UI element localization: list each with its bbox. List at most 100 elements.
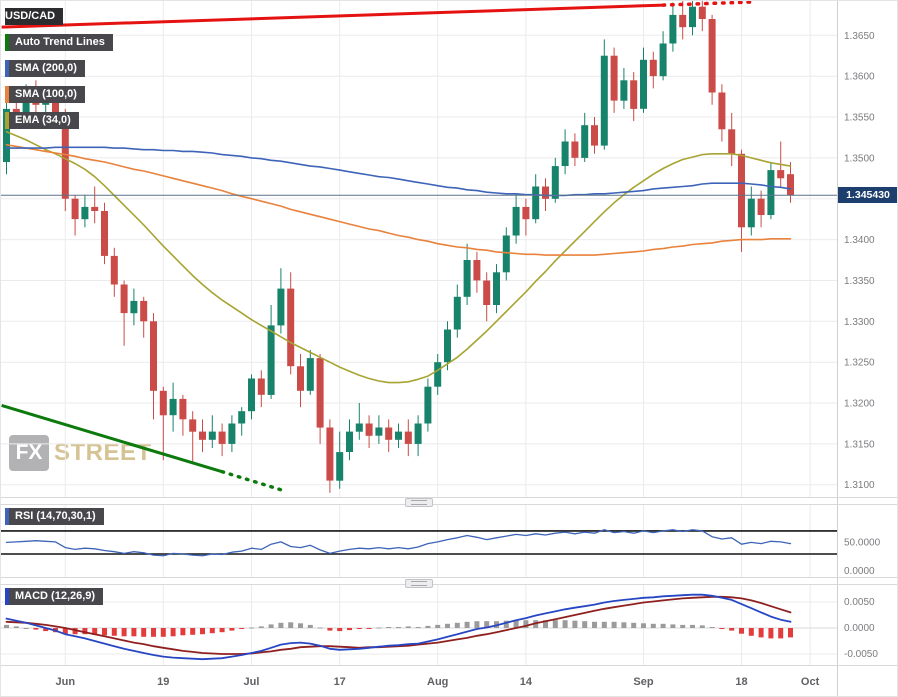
- sma200-line: [5, 146, 792, 197]
- rsi-indicator-label[interactable]: RSI (14,70,30,1): [5, 508, 104, 525]
- macd-histogram-bar: [552, 620, 558, 628]
- macd-histogram-bar: [690, 624, 695, 628]
- macd-histogram-bar: [680, 624, 686, 628]
- macd-histogram-bar: [415, 627, 421, 628]
- candle: [708, 19, 716, 93]
- candle: [522, 206, 530, 220]
- candle: [326, 427, 334, 481]
- candle: [747, 198, 755, 228]
- candle: [228, 423, 236, 444]
- indicator-legend: USD/CAD Auto Trend Lines SMA (200,0) SMA…: [5, 8, 113, 129]
- macd-histogram-bar: [278, 622, 284, 628]
- macd-histogram-bar: [13, 626, 19, 628]
- macd-histogram-bar: [82, 628, 88, 635]
- candle: [110, 255, 118, 285]
- candle: [532, 186, 540, 220]
- legend-item-sma100[interactable]: SMA (100,0): [5, 86, 85, 103]
- macd-histogram-bar: [582, 621, 588, 628]
- macd-axis-label: -0.0050: [844, 649, 878, 660]
- candle: [728, 129, 736, 154]
- sma100-line: [5, 144, 792, 256]
- candle: [297, 366, 304, 391]
- candle: [561, 141, 569, 166]
- legend-color-strip: [5, 588, 9, 605]
- candle: [169, 398, 177, 416]
- macd-histogram-bar: [337, 628, 343, 632]
- macd-panel-resize-handle[interactable]: [405, 579, 433, 588]
- macd-histogram-bar: [23, 628, 29, 629]
- candle: [640, 59, 647, 109]
- legend-color-strip: [5, 508, 9, 525]
- price-axis-label: 1.3250: [844, 358, 875, 369]
- legend-item-symbol[interactable]: USD/CAD: [5, 8, 64, 25]
- macd-panel[interactable]: [4, 593, 793, 661]
- macd-histogram-bar: [513, 620, 519, 628]
- candle: [287, 288, 295, 367]
- main-price-panel[interactable]: [1, 1, 794, 494]
- time-axis-label: 19: [157, 676, 169, 688]
- macd-histogram-bar: [92, 628, 98, 635]
- price-axis-label: 1.3600: [844, 72, 875, 83]
- trend-line-resistance-projection: [661, 1, 758, 7]
- macd-histogram-bar: [268, 624, 274, 628]
- candle: [502, 235, 510, 273]
- macd-indicator-label[interactable]: MACD (12,26,9): [5, 588, 104, 605]
- macd-histogram-bar: [386, 627, 392, 628]
- macd-histogram-bar: [758, 628, 764, 638]
- candle: [277, 288, 285, 326]
- candle: [346, 431, 353, 452]
- candle: [179, 398, 187, 420]
- candle: [52, 96, 59, 113]
- legend-color-strip: [5, 112, 9, 129]
- macd-histogram-bar: [562, 620, 568, 628]
- macd-histogram-bar: [748, 628, 754, 636]
- price-axis-label: 1.3350: [844, 276, 875, 287]
- time-axis-label: Oct: [801, 676, 820, 688]
- macd-histogram-bar: [258, 626, 264, 628]
- rsi-axis-label: 0.0000: [844, 566, 875, 577]
- trend-line-support-projection: [220, 469, 288, 494]
- candle: [757, 198, 765, 215]
- macd-histogram-bar: [366, 628, 372, 629]
- rsi-panel[interactable]: [5, 529, 792, 557]
- legend-color-strip: [5, 34, 9, 51]
- candle: [698, 6, 706, 19]
- macd-histogram-bar: [121, 628, 127, 637]
- candle: [738, 153, 745, 228]
- legend-item-auto-trend-lines[interactable]: Auto Trend Lines: [5, 34, 113, 51]
- candle: [150, 321, 157, 391]
- legend-item-ema34[interactable]: EMA (34,0): [5, 112, 79, 129]
- candle: [434, 362, 442, 387]
- candle: [718, 92, 726, 130]
- macd-histogram-bar: [151, 628, 156, 637]
- candle: [414, 423, 422, 444]
- price-axis-label: 1.3550: [844, 113, 875, 124]
- macd-histogram-bar: [141, 628, 147, 637]
- macd-histogram-bar: [474, 621, 480, 628]
- macd-histogram-bar: [102, 628, 107, 636]
- macd-histogram-bar: [239, 628, 245, 629]
- candle: [238, 411, 246, 424]
- candle: [395, 431, 402, 440]
- time-axis-label: Sep: [633, 676, 653, 688]
- macd-histogram-bar: [523, 620, 529, 628]
- rsi-label-text: RSI (14,70,30,1): [15, 510, 96, 522]
- rsi-panel-resize-handle[interactable]: [405, 498, 433, 507]
- macd-histogram-bar: [425, 625, 431, 628]
- candle: [787, 174, 794, 196]
- candle: [316, 358, 324, 428]
- legend-item-sma200[interactable]: SMA (200,0): [5, 60, 85, 77]
- candle: [189, 419, 197, 432]
- time-axis[interactable]: [1, 665, 837, 697]
- macd-histogram-bar: [43, 628, 49, 632]
- macd-histogram-bar: [347, 628, 352, 631]
- macd-histogram-bar: [592, 621, 597, 628]
- macd-histogram-bar: [719, 628, 725, 629]
- macd-histogram-bar: [111, 628, 117, 636]
- candle: [689, 6, 696, 28]
- macd-histogram-bar: [317, 627, 323, 629]
- price-axis[interactable]: [837, 1, 898, 697]
- macd-histogram-bar: [435, 624, 441, 628]
- time-axis-label: 14: [520, 676, 533, 688]
